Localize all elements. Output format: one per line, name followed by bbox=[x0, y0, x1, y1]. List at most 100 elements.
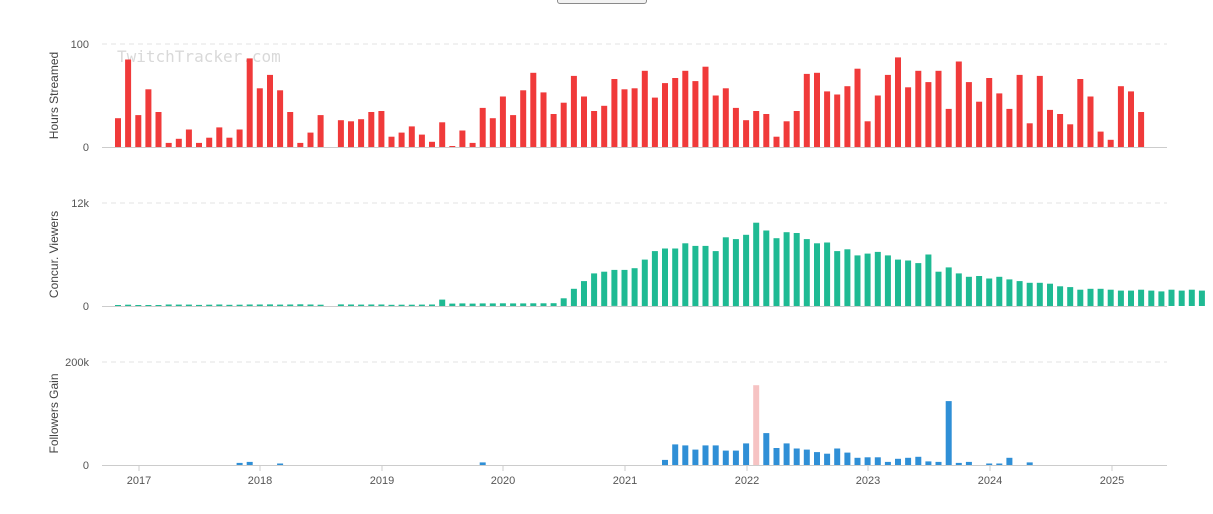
bar[interactable] bbox=[125, 59, 132, 148]
bar[interactable] bbox=[560, 102, 567, 147]
bar[interactable] bbox=[915, 70, 922, 147]
bar[interactable] bbox=[844, 249, 851, 306]
bar[interactable] bbox=[783, 121, 790, 148]
bar[interactable] bbox=[429, 304, 435, 307]
bar[interactable] bbox=[732, 450, 739, 465]
bar[interactable] bbox=[1148, 290, 1155, 306]
bar[interactable] bbox=[803, 449, 810, 465]
bar[interactable] bbox=[1077, 289, 1084, 306]
bar[interactable] bbox=[965, 82, 972, 147]
bar[interactable] bbox=[641, 70, 648, 147]
bar[interactable] bbox=[226, 304, 233, 306]
bar[interactable] bbox=[287, 112, 294, 147]
bar[interactable] bbox=[702, 445, 709, 465]
bar[interactable] bbox=[783, 443, 790, 465]
bar[interactable] bbox=[378, 304, 385, 307]
bar[interactable] bbox=[297, 304, 304, 306]
bar[interactable] bbox=[621, 89, 628, 147]
bar[interactable] bbox=[783, 232, 790, 306]
bar[interactable] bbox=[206, 137, 213, 147]
bar[interactable] bbox=[814, 452, 820, 465]
bar[interactable] bbox=[185, 304, 192, 306]
bar[interactable] bbox=[530, 72, 537, 147]
bar[interactable] bbox=[601, 105, 608, 147]
bar[interactable] bbox=[469, 142, 476, 147]
bar[interactable] bbox=[155, 112, 162, 147]
bar[interactable] bbox=[1117, 86, 1124, 147]
bar[interactable] bbox=[1158, 291, 1165, 306]
bar[interactable] bbox=[196, 304, 202, 306]
bar[interactable] bbox=[692, 245, 699, 306]
bar[interactable] bbox=[662, 459, 668, 466]
bar[interactable] bbox=[1128, 290, 1134, 306]
bar[interactable] bbox=[854, 457, 861, 465]
bar[interactable] bbox=[510, 115, 517, 147]
bar[interactable] bbox=[246, 58, 253, 147]
bar[interactable] bbox=[1128, 91, 1134, 147]
bar[interactable] bbox=[479, 303, 486, 306]
bar[interactable] bbox=[955, 273, 962, 306]
bar[interactable] bbox=[905, 260, 912, 307]
bar[interactable] bbox=[722, 237, 729, 306]
bar[interactable] bbox=[1097, 131, 1104, 147]
bar[interactable] bbox=[429, 141, 435, 147]
bar[interactable] bbox=[185, 129, 192, 148]
bar[interactable] bbox=[965, 276, 972, 306]
bar[interactable] bbox=[672, 248, 679, 307]
bar[interactable] bbox=[874, 95, 881, 148]
bar[interactable] bbox=[631, 88, 638, 147]
bar[interactable] bbox=[824, 242, 831, 307]
bar[interactable] bbox=[773, 136, 780, 147]
bar[interactable] bbox=[1138, 112, 1145, 147]
bar[interactable] bbox=[722, 450, 729, 465]
bar[interactable] bbox=[712, 95, 719, 148]
bar[interactable] bbox=[976, 276, 983, 306]
bar[interactable] bbox=[520, 90, 527, 147]
bar[interactable] bbox=[834, 94, 841, 148]
bar[interactable] bbox=[510, 303, 517, 306]
bar[interactable] bbox=[935, 271, 942, 306]
bar[interactable] bbox=[945, 108, 952, 147]
bar[interactable] bbox=[763, 433, 770, 465]
bar[interactable] bbox=[570, 75, 577, 147]
bar[interactable] bbox=[945, 401, 952, 465]
bar[interactable] bbox=[601, 271, 608, 306]
bar[interactable] bbox=[935, 70, 942, 147]
bar[interactable] bbox=[955, 462, 962, 465]
bar[interactable] bbox=[611, 79, 618, 147]
bar[interactable] bbox=[348, 304, 354, 307]
bar[interactable] bbox=[834, 251, 841, 306]
bar[interactable] bbox=[277, 463, 284, 466]
bar[interactable] bbox=[317, 304, 324, 306]
bar[interactable] bbox=[499, 96, 506, 148]
bar[interactable] bbox=[439, 122, 446, 147]
bar[interactable] bbox=[834, 448, 841, 466]
bar[interactable] bbox=[1026, 123, 1033, 147]
bar[interactable] bbox=[895, 458, 901, 465]
bar[interactable] bbox=[408, 304, 415, 306]
bar[interactable] bbox=[925, 82, 932, 147]
bar[interactable] bbox=[267, 74, 273, 147]
bar[interactable] bbox=[216, 304, 223, 307]
bar[interactable] bbox=[641, 259, 648, 306]
bar[interactable] bbox=[803, 73, 810, 147]
bar[interactable] bbox=[489, 118, 496, 147]
bar[interactable] bbox=[692, 81, 699, 147]
bar[interactable] bbox=[398, 132, 405, 147]
bar[interactable] bbox=[388, 304, 395, 306]
bar[interactable] bbox=[1026, 282, 1033, 306]
bar[interactable] bbox=[479, 107, 486, 147]
bar[interactable] bbox=[135, 305, 142, 306]
bar[interactable] bbox=[1026, 462, 1033, 465]
bar[interactable] bbox=[1057, 286, 1064, 306]
bar[interactable] bbox=[1138, 289, 1145, 306]
bar[interactable] bbox=[591, 273, 598, 306]
bar[interactable] bbox=[348, 121, 354, 148]
bar[interactable] bbox=[1067, 287, 1074, 306]
bar[interactable] bbox=[581, 96, 587, 148]
bar[interactable] bbox=[702, 66, 709, 147]
top-toggle-button[interactable] bbox=[557, 0, 647, 4]
bar[interactable] bbox=[277, 90, 284, 147]
bar[interactable] bbox=[662, 83, 668, 147]
bar[interactable] bbox=[165, 142, 172, 147]
